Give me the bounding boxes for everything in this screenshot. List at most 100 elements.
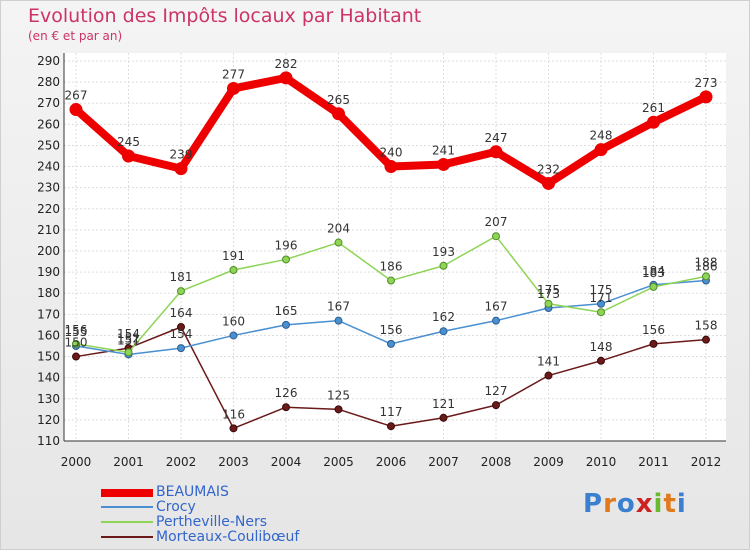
data-point-beaumais [332,107,345,121]
data-label-crocy: 160 [222,314,245,328]
logo-letter: i [676,489,687,519]
y-tick-label: 240 [37,160,60,174]
data-label-pertheville-ners: 196 [275,238,298,252]
y-tick-label: 230 [37,181,60,195]
data-label-morteaux-coulib-uf: 164 [170,306,193,320]
x-tick-label: 2008 [481,455,512,469]
data-label-pertheville-ners: 156 [65,323,88,337]
data-point-beaumais [122,149,135,163]
data-label-pertheville-ners: 188 [695,255,718,269]
x-tick-label: 2005 [323,455,354,469]
data-label-beaumais: 267 [65,89,88,103]
data-point-morteaux-coulib-uf [177,323,185,331]
y-tick-label: 170 [37,307,60,321]
data-label-pertheville-ners: 191 [222,249,245,263]
data-point-pertheville-ners [492,232,500,241]
data-point-morteaux-coulib-uf [334,405,343,414]
logo-letter: i [653,489,664,519]
y-tick-label: 160 [37,328,60,342]
chart-subtitle: (en € et par an) [28,29,123,43]
data-label-crocy: 165 [275,304,298,318]
data-label-beaumais: 232 [537,162,560,176]
legend-swatch-pertheville-ners [101,521,153,523]
data-point-crocy [177,344,185,353]
data-point-beaumais [437,157,450,171]
data-label-pertheville-ners: 183 [642,266,665,280]
plot-area [64,53,726,441]
y-tick-label: 260 [37,117,60,131]
y-tick-label: 110 [37,434,60,448]
data-label-crocy: 167 [485,300,508,314]
data-label-beaumais: 245 [117,135,140,149]
logo-letter: o [616,489,636,519]
x-tick-label: 2003 [218,455,249,469]
data-label-pertheville-ners: 186 [380,260,403,274]
data-point-crocy [282,320,290,329]
data-point-beaumais [542,176,555,190]
data-point-pertheville-ners [124,348,133,357]
data-point-pertheville-ners [177,287,185,296]
data-point-crocy [492,316,500,325]
data-label-crocy: 167 [327,300,350,314]
data-point-pertheville-ners [597,308,605,317]
x-tick-label: 2007 [428,455,459,469]
data-label-pertheville-ners: 204 [327,222,350,236]
data-label-crocy: 173 [537,287,560,301]
proxiti-logo: Proxiti [583,489,687,519]
data-point-morteaux-coulib-uf [649,339,658,348]
data-point-beaumais [489,145,503,159]
data-point-pertheville-ners [544,299,553,308]
data-label-crocy: 186 [695,260,718,274]
data-point-pertheville-ners [702,272,710,281]
data-label-morteaux-coulib-uf: 154 [117,327,140,341]
y-tick-label: 220 [37,202,60,216]
y-tick-label: 190 [37,265,60,279]
data-label-morteaux-coulib-uf: 158 [695,319,718,333]
data-label-beaumais: 277 [222,67,245,81]
data-label-pertheville-ners: 181 [170,270,193,284]
data-point-beaumais [69,103,83,117]
data-point-beaumais [279,71,293,85]
data-point-morteaux-coulib-uf [229,424,238,433]
data-label-pertheville-ners: 171 [590,291,613,305]
data-point-crocy [439,327,448,336]
y-tick-label: 250 [37,138,60,152]
data-label-pertheville-ners: 152 [117,331,140,345]
data-point-morteaux-coulib-uf [702,335,710,344]
data-label-crocy: 155 [65,325,88,339]
data-point-crocy [229,331,238,340]
data-point-morteaux-coulib-uf [597,356,605,365]
data-point-morteaux-coulib-uf [282,403,290,412]
data-label-crocy: 175 [590,283,613,297]
data-label-morteaux-coulib-uf: 126 [275,386,298,400]
data-point-crocy [597,299,605,308]
chart-title: Evolution des Impôts locaux par Habitant [28,5,422,27]
data-point-morteaux-coulib-uf [544,371,553,380]
data-point-beaumais [699,90,713,104]
data-label-crocy: 156 [380,323,403,337]
data-point-beaumais [384,160,398,174]
data-label-crocy: 162 [432,310,455,324]
data-label-morteaux-coulib-uf: 148 [590,340,613,354]
data-label-beaumais: 261 [642,101,665,115]
data-label-pertheville-ners: 175 [537,283,560,297]
y-tick-label: 150 [37,350,60,364]
data-point-morteaux-coulib-uf [492,401,500,410]
data-label-morteaux-coulib-uf: 121 [432,397,455,411]
legend-swatch-morteaux-couliboeuf [101,536,153,538]
legend-label-beaumais: BEAUMAIS [156,484,229,500]
data-label-beaumais: 240 [380,146,403,160]
data-point-beaumais [647,115,660,129]
data-label-morteaux-coulib-uf: 141 [537,355,560,369]
logo-letter: x [635,489,654,519]
logo-letter: t [663,489,677,519]
logo-letter: r [603,489,617,519]
data-point-pertheville-ners [649,282,658,291]
data-label-morteaux-coulib-uf: 150 [65,336,88,350]
x-tick-label: 2010 [586,455,617,469]
data-label-beaumais: 265 [327,93,350,107]
y-tick-label: 140 [37,371,60,385]
data-point-beaumais [227,81,240,95]
x-tick-label: 2009 [533,455,564,469]
